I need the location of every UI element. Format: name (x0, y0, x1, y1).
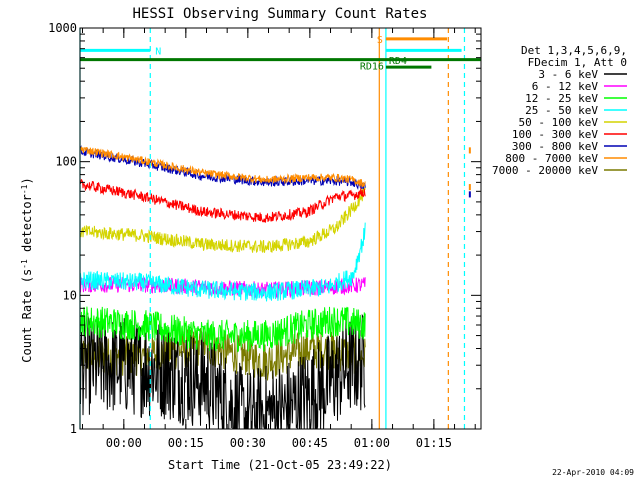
y-label-sup2: -1 (20, 184, 29, 194)
x-tick-label-5: 01:15 (416, 436, 452, 450)
legend-label-1: 6 - 12 keV (532, 80, 599, 93)
legend-label-0: 3 - 6 keV (538, 68, 598, 81)
legend-label-7: 800 - 7000 keV (505, 152, 598, 165)
y-tick-label-2: 100 (55, 155, 77, 169)
y-tick-label-1: 10 (63, 288, 77, 302)
annotation-layer: N S RD4 RD16 (79, 28, 481, 429)
legend-label-6: 300 - 800 keV (512, 140, 598, 153)
chart-title: HESSI Observing Summary Count Rates (132, 6, 427, 22)
y-tick-label-0: 1 (70, 422, 77, 436)
legend-header-1: Det 1,3,4,5,6,9, (521, 44, 627, 57)
x-tick-label-4: 01:00 (354, 436, 390, 450)
x-axis-label: Start Time (21-Oct-05 23:49:22) (168, 458, 392, 472)
footer-timestamp: 22-Apr-2010 04:09 (552, 468, 634, 477)
series-line-2 (79, 306, 366, 353)
x-tick-label-1: 00:15 (168, 436, 204, 450)
series-line-3 (79, 222, 366, 302)
y-label-main: Count Rate (s (20, 269, 34, 363)
legend-label-5: 100 - 300 keV (512, 128, 598, 141)
s-label: S (377, 35, 383, 46)
rd16-label: RD16 (360, 62, 384, 73)
series-line-5 (79, 179, 366, 223)
legend-label-2: 12 - 25 keV (525, 92, 598, 105)
series-line-7 (79, 146, 366, 188)
legend-label-4: 50 - 100 keV (519, 116, 599, 129)
y-axis-label: Count Rate (s-1 detector-1) (20, 177, 35, 362)
x-tick-label-2: 00:30 (230, 436, 266, 450)
series-line-4 (79, 186, 366, 254)
y-tick-label-3: 1000 (48, 21, 77, 35)
y-label-end: ) (20, 177, 34, 184)
legend-label-8: 7000 - 20000 keV (492, 164, 598, 177)
legend-header-2: FDecim 1, Att 0 (528, 56, 627, 69)
data-layer (79, 145, 471, 430)
rd4-label: RD4 (389, 56, 407, 67)
y-label-sup1: -1 (20, 259, 29, 269)
legend-label-3: 25 - 50 keV (525, 104, 598, 117)
svg-text:Count Rate (s-1 detector-1): Count Rate (s-1 detector-1) (20, 177, 35, 362)
n-label: N (155, 46, 161, 57)
axes: 1 10 100 1000 00:00 00:15 00:30 00:45 01:00 01:15 (48, 21, 482, 450)
x-tick-label-0: 00:00 (106, 436, 142, 450)
plot-frame (79, 27, 482, 430)
series-line-6 (79, 145, 366, 190)
y-label-mid: detector (20, 194, 34, 259)
x-tick-label-3: 00:45 (292, 436, 328, 450)
